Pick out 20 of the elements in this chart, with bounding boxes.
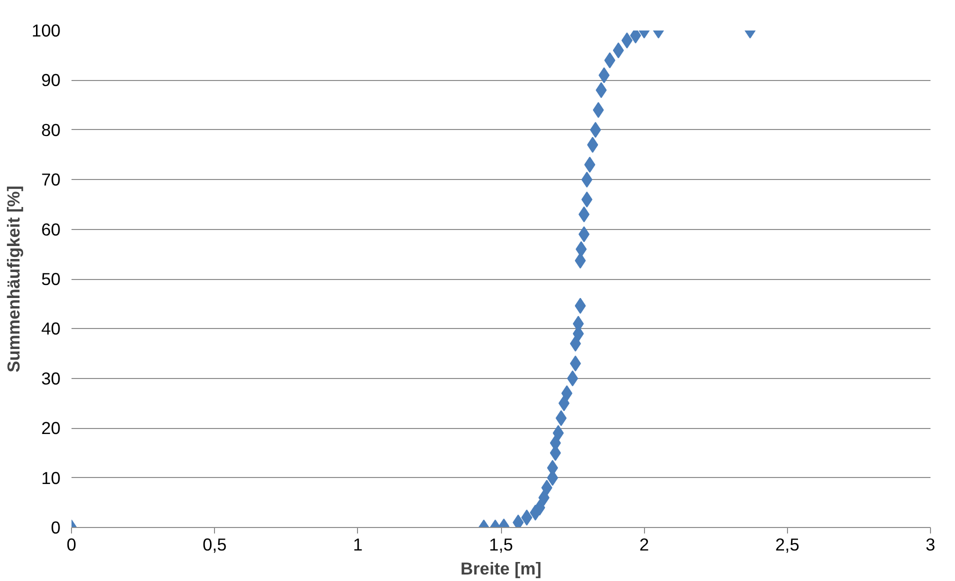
x-tick-label: 0,5 (202, 534, 227, 554)
y-tick-label: 70 (41, 170, 61, 190)
y-tick-label: 90 (41, 70, 61, 90)
x-tick-label: 2,5 (775, 534, 800, 554)
y-tick-label: 100 (32, 20, 61, 40)
x-axis-title: Breite [m] (460, 558, 542, 578)
y-tick-label: 20 (41, 418, 61, 438)
y-tick-label: 40 (41, 318, 61, 339)
y-tick-label: 80 (41, 120, 61, 140)
x-tick-label: 0 (66, 534, 76, 554)
y-tick-label: 50 (41, 269, 61, 289)
y-tick-label: 10 (41, 468, 61, 488)
y-tick-label: 30 (41, 368, 61, 388)
x-tick-label: 1 (353, 534, 363, 554)
x-tick-label: 1,5 (488, 534, 514, 554)
x-tick-label: 2 (639, 534, 649, 554)
x-tick-label: 3 (926, 534, 936, 554)
y-tick-label: 0 (50, 518, 61, 538)
y-axis-title: Summenhäufigkeit [%] (4, 186, 24, 372)
y-tick-label: 60 (41, 219, 61, 240)
